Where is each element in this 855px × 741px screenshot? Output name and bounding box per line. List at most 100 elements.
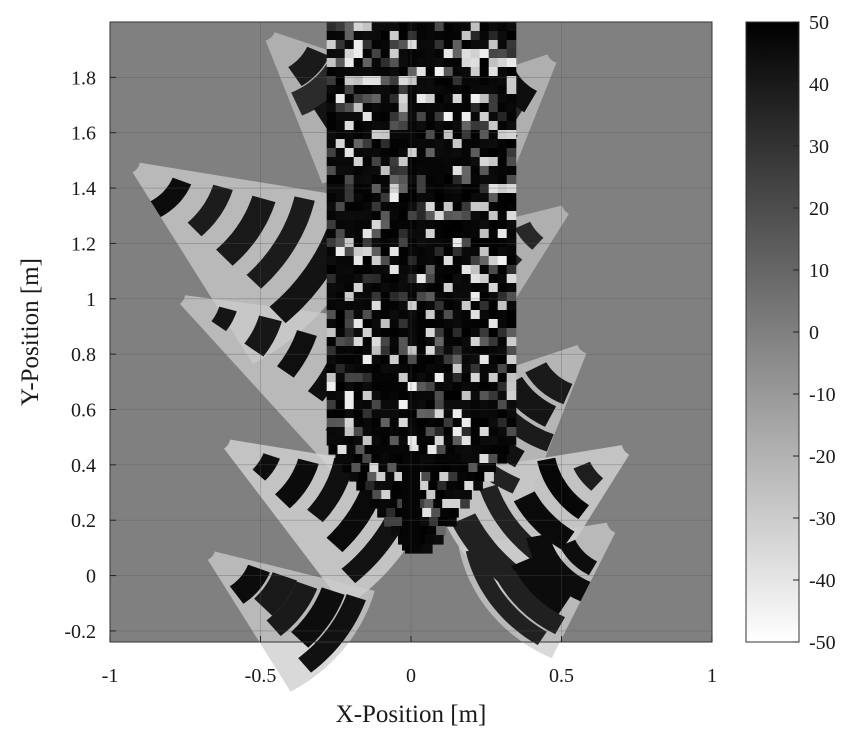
arc-band <box>573 461 604 491</box>
heat-cell <box>461 184 472 194</box>
heat-cell <box>353 121 364 131</box>
heat-cell <box>362 400 373 410</box>
heat-cell <box>506 256 517 266</box>
heat-cell <box>407 283 418 293</box>
heat-cell <box>371 283 382 293</box>
y-axis-label: Y-Position [m] <box>17 258 44 406</box>
heat-cell <box>371 247 382 257</box>
heat-cell <box>470 112 481 122</box>
heat-cell <box>398 166 409 176</box>
heat-cell <box>443 67 454 77</box>
heat-cell <box>409 445 420 455</box>
heat-cell <box>407 382 418 392</box>
heat-cell <box>479 346 490 356</box>
heat-cell <box>427 445 438 455</box>
heat-cell <box>416 391 427 401</box>
heat-cell <box>326 364 337 374</box>
heat-cell <box>434 355 445 365</box>
heat-cell <box>442 499 452 509</box>
heat-cell <box>326 400 337 410</box>
heat-cell <box>506 301 517 311</box>
heat-cell <box>416 310 427 320</box>
heat-cell <box>344 40 355 50</box>
heat-cell <box>479 328 490 338</box>
arc-band <box>326 487 383 553</box>
heat-cell <box>466 472 476 482</box>
heat-cell <box>381 490 391 500</box>
heat-cell <box>425 40 436 50</box>
heat-cell <box>398 148 409 158</box>
heat-cell <box>353 49 364 59</box>
heat-cell <box>389 121 400 131</box>
heat-cell <box>443 328 454 338</box>
heat-cell <box>371 211 382 221</box>
heat-cell <box>506 283 517 293</box>
heat-cell <box>461 310 472 320</box>
heat-cell <box>443 265 454 275</box>
heat-cell <box>497 112 508 122</box>
heat-cell <box>353 139 364 149</box>
heat-cell <box>389 148 400 158</box>
heat-cell <box>506 202 517 212</box>
heat-cell <box>389 436 400 446</box>
colorbar-tick-label: 0 <box>809 322 819 344</box>
heat-cell <box>335 454 345 464</box>
heat-cell <box>425 436 436 446</box>
heat-cell <box>488 139 499 149</box>
heat-cell <box>416 211 427 221</box>
heat-cell <box>407 148 418 158</box>
heat-cell <box>497 346 508 356</box>
heat-cell <box>488 274 499 284</box>
heat-cell <box>452 121 463 131</box>
x-tick-label: 0 <box>406 665 416 687</box>
heat-cell <box>441 463 451 473</box>
heat-cell <box>344 310 355 320</box>
heat-cell <box>470 427 481 437</box>
heat-cell <box>362 319 373 329</box>
heat-cell <box>437 481 447 491</box>
heat-cell <box>452 436 463 446</box>
heat-cell <box>479 220 490 230</box>
heat-cell <box>380 418 391 428</box>
heat-cell <box>380 328 391 338</box>
heat-cell <box>416 40 427 50</box>
heat-cell <box>497 292 508 302</box>
heat-cell <box>470 238 481 248</box>
heat-cell <box>470 58 481 68</box>
heat-cell <box>407 184 418 194</box>
heat-cell <box>326 157 337 167</box>
heat-cell <box>416 319 427 329</box>
heat-cell <box>389 184 400 194</box>
heat-cell <box>425 454 435 464</box>
heat-cell <box>398 193 409 203</box>
heat-cell <box>367 472 377 482</box>
heat-cell <box>380 220 391 230</box>
heat-cell <box>470 274 481 284</box>
heat-cell <box>417 490 427 500</box>
heat-cell <box>425 229 436 239</box>
heat-cell <box>497 283 508 293</box>
heat-cell <box>407 40 418 50</box>
heat-cell <box>497 256 508 266</box>
heat-cell <box>488 310 499 320</box>
heat-cell <box>461 166 472 176</box>
heat-cell <box>344 283 355 293</box>
heat-cell <box>486 463 496 473</box>
heat-cell <box>497 400 508 410</box>
heat-cell <box>416 346 427 356</box>
heat-cell <box>362 238 373 248</box>
heat-cell <box>416 409 427 419</box>
heat-cell <box>461 76 472 86</box>
heat-cell <box>389 139 400 149</box>
heat-cell <box>425 49 436 59</box>
heat-cell <box>380 265 391 275</box>
heat-cell <box>335 436 346 446</box>
heat-cell <box>407 175 418 185</box>
heat-cell <box>461 202 472 212</box>
heat-cell <box>497 355 508 365</box>
heat-cell <box>326 310 337 320</box>
heat-cell <box>353 193 364 203</box>
heat-cell <box>461 85 472 95</box>
heat-cell <box>452 355 463 365</box>
heat-cell <box>497 139 508 149</box>
